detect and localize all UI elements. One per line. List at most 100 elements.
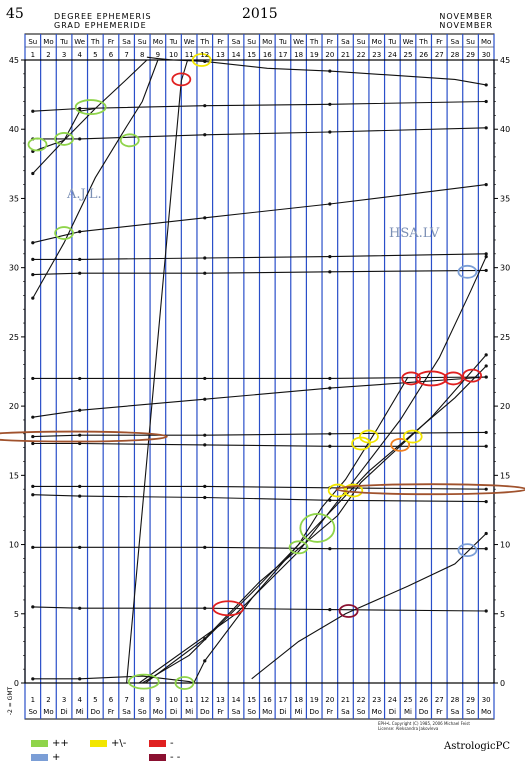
planet-marker	[484, 268, 488, 273]
bottom-weekday-label: So	[466, 708, 475, 716]
y-tick-label-right: 20	[500, 402, 510, 411]
planet-marker	[484, 99, 488, 104]
bottom-weekday-label: Mi	[76, 708, 84, 716]
brand-label: AstrologicPC	[444, 741, 510, 752]
planet-marker	[78, 545, 82, 549]
planet-marker	[203, 59, 207, 63]
planet-line	[251, 533, 487, 680]
bottom-weekday-label: So	[138, 708, 147, 716]
aspect-marker	[327, 483, 348, 498]
planet-marker	[203, 376, 207, 381]
top-date-label: 16	[263, 51, 272, 59]
top-date-label: 6	[109, 51, 114, 59]
bottom-weekday-label: Di	[170, 708, 177, 716]
top-weekday-label: Mo	[481, 38, 491, 46]
bottom-weekday-label: Di	[60, 708, 67, 716]
legend-label: ++	[52, 738, 69, 749]
top-date-label: 5	[93, 51, 97, 59]
bottom-weekday-label: Mi	[295, 708, 303, 716]
top-weekday-label: Tu	[388, 38, 397, 46]
planet-marker	[203, 271, 207, 275]
planet-marker	[31, 376, 35, 381]
top-date-label: 22	[357, 51, 366, 59]
planet-marker	[328, 386, 332, 390]
aspect-marker	[54, 132, 74, 146]
bottom-date-label: 23	[372, 696, 381, 704]
y-tick-label-right: 0	[500, 679, 505, 688]
bottom-date-label: 13	[216, 696, 225, 704]
planet-marker	[328, 254, 332, 259]
planet-marker	[31, 434, 35, 439]
bottom-weekday-label: Do	[419, 708, 429, 716]
top-weekday-label: We	[74, 38, 85, 46]
aspect-marker	[212, 600, 245, 617]
top-date-label: 1	[31, 51, 35, 59]
month-label: NOVEMBER NOVEMBER	[439, 12, 493, 30]
top-date-label: 13	[216, 51, 225, 59]
planet-marker	[484, 444, 488, 448]
y-tick-label-left: 5	[14, 610, 19, 619]
top-date-label: 14	[232, 51, 241, 59]
planet-marker	[484, 531, 488, 536]
planet-marker	[328, 102, 332, 106]
top-weekday-label: Fr	[108, 38, 115, 46]
top-weekday-label: Su	[357, 38, 366, 46]
planet-marker	[78, 137, 82, 141]
top-weekday-label: Fr	[217, 38, 224, 46]
planet-marker	[78, 408, 82, 412]
bottom-date-label: 17	[278, 696, 287, 704]
planet-marker	[328, 69, 332, 73]
planet-marker	[203, 443, 207, 447]
month-english: NOVEMBER	[439, 12, 493, 21]
bottom-date-label: 26	[419, 696, 428, 704]
top-weekday-label: Tu	[59, 38, 68, 46]
top-weekday-label: Th	[309, 38, 319, 46]
top-weekday-label: Su	[28, 38, 37, 46]
top-date-label: 19	[310, 51, 319, 59]
planet-marker	[328, 130, 332, 134]
bottom-date-label: 19	[310, 696, 319, 704]
aspect-markers	[0, 53, 525, 690]
legend-label: - -	[170, 752, 181, 763]
bottom-date-label: 10	[169, 696, 178, 704]
top-date-label: 24	[388, 51, 397, 59]
planet-marker	[78, 376, 82, 381]
chart-title-left: DEGREE EPHEMERIS GRAD EPHEMERIDE	[54, 12, 152, 30]
bottom-weekday-label: Fr	[217, 708, 224, 716]
bottom-date-label: 9	[156, 696, 160, 704]
planet-marker	[484, 500, 488, 504]
aspect-marker	[443, 371, 464, 386]
legend: ++ + +\- - - -	[31, 738, 231, 768]
bottom-weekday-label: Mo	[481, 708, 491, 716]
planet-marker	[31, 484, 35, 489]
planet-marker	[484, 252, 488, 256]
bottom-weekday-label: Di	[389, 708, 396, 716]
planet-line	[32, 675, 194, 684]
aspect-marker	[415, 370, 448, 387]
y-tick-label-right: 40	[500, 125, 510, 134]
planet-marker	[31, 241, 35, 245]
month-german: NOVEMBER	[439, 21, 493, 30]
top-weekday-label: Su	[247, 38, 256, 46]
planet-marker	[203, 606, 207, 610]
top-weekday-label: Sa	[451, 38, 460, 46]
bottom-weekday-label: Sa	[122, 708, 131, 716]
top-date-label: 29	[466, 51, 475, 59]
planet-line	[138, 256, 487, 684]
top-date-label: 3	[62, 51, 66, 59]
bottom-date-label: 25	[404, 696, 413, 704]
top-date-label: 18	[294, 51, 303, 59]
planet-marker	[203, 637, 207, 641]
bottom-date-label: 20	[325, 696, 334, 704]
top-weekday-label: Tu	[169, 38, 178, 46]
planet-marker	[31, 296, 35, 300]
bottom-weekday-label: Fr	[436, 708, 443, 716]
y-tick-label-right: 45	[500, 56, 510, 65]
aspect-marker	[457, 264, 478, 279]
bottom-date-label: 29	[466, 696, 475, 704]
bottom-date-label: 4	[77, 696, 82, 704]
aspect-marker	[191, 53, 212, 67]
planet-marker	[203, 104, 207, 108]
top-date-label: 2	[46, 51, 50, 59]
